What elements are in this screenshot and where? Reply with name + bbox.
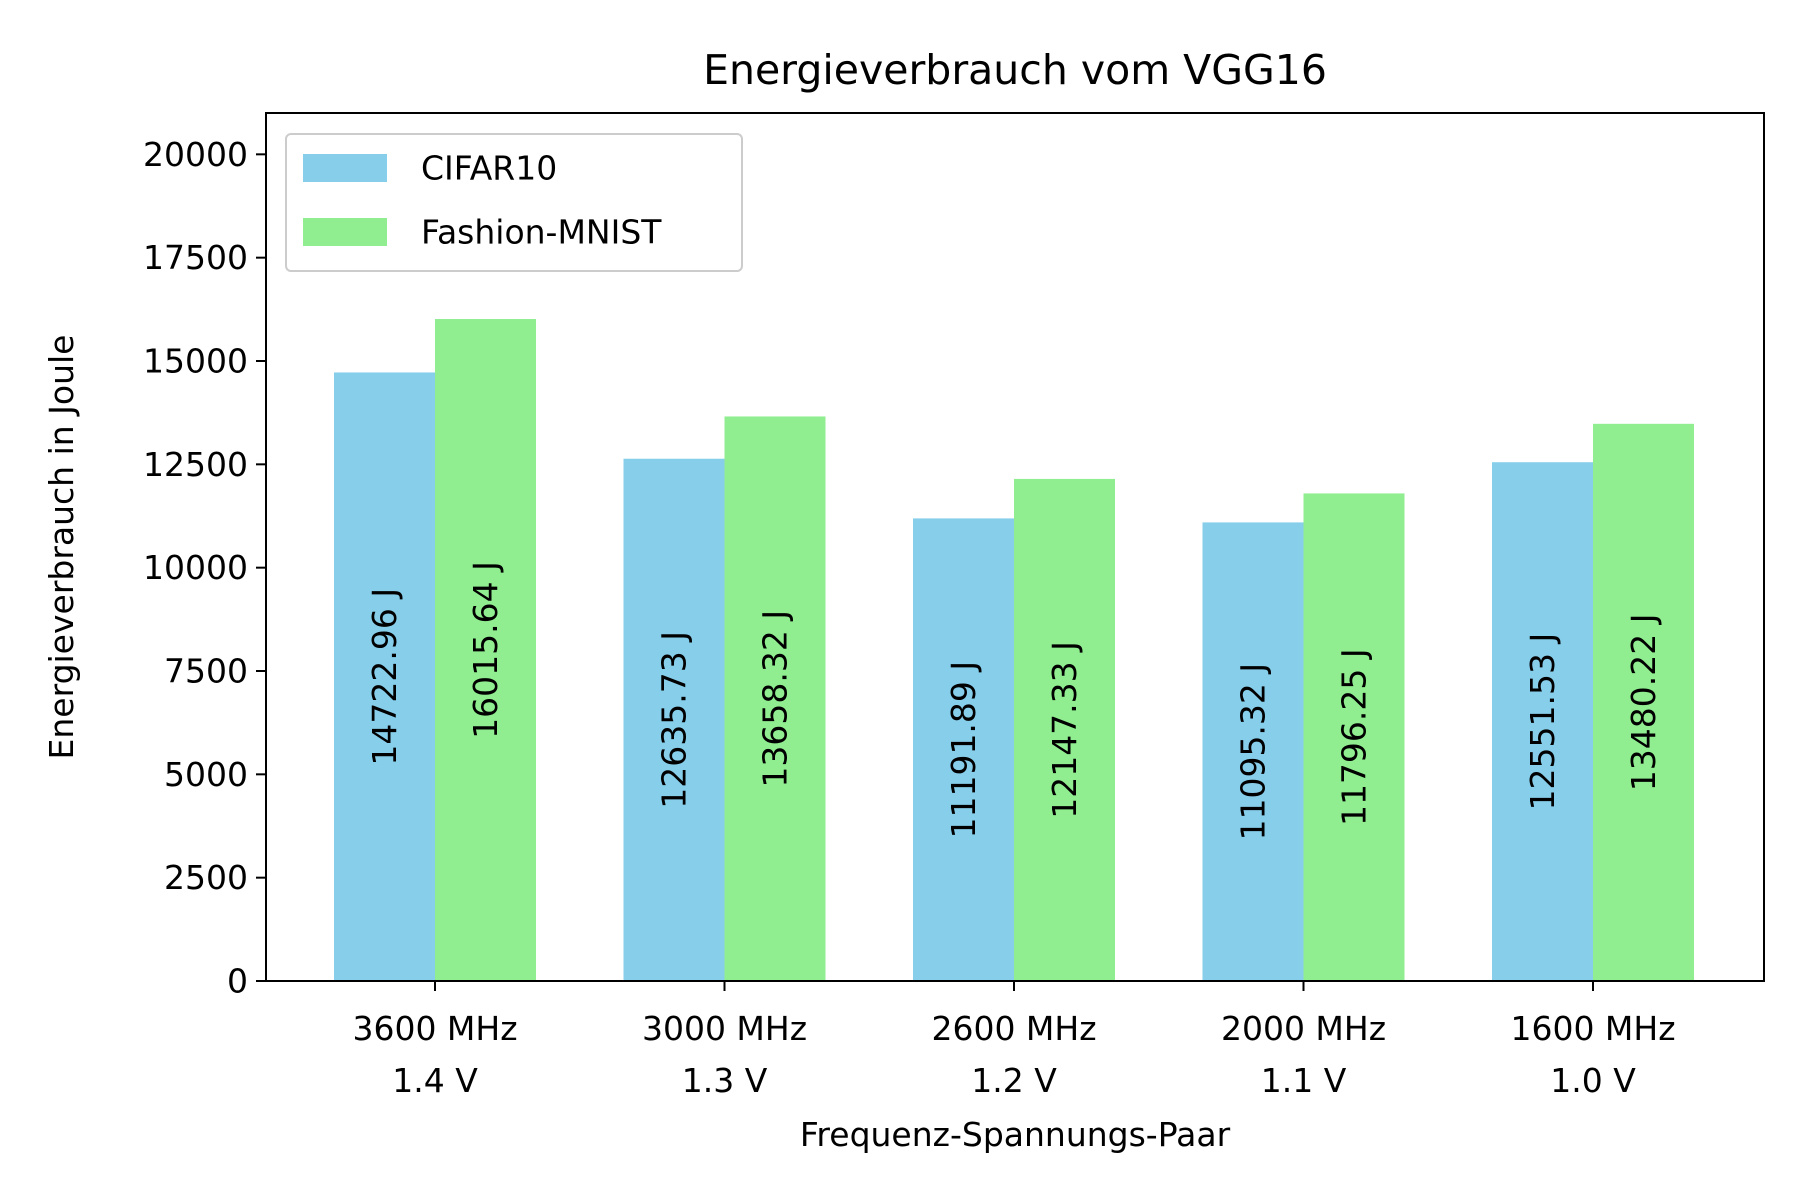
y-tick-label: 0 bbox=[227, 962, 248, 1001]
bar-fashion-mnist-1 bbox=[724, 416, 826, 981]
x-axis-label: Frequenz-Spannungs-Paar bbox=[800, 1115, 1231, 1154]
y-tick-label: 2500 bbox=[164, 858, 248, 897]
legend: CIFAR10 Fashion-MNIST bbox=[285, 133, 743, 272]
y-axis: 0 2500 5000 7500 10000 12500 15000 17500 20000 bbox=[143, 135, 266, 1001]
data-label: 11796.25 J bbox=[1335, 648, 1374, 826]
data-label: 13480.22 J bbox=[1624, 614, 1663, 792]
x-tick-label: 1.0 V bbox=[1550, 1061, 1636, 1100]
data-labels-layer: 14722.96 J 16015.64 J 12635.73 J 13658.32 J… bbox=[365, 561, 1663, 840]
x-tick-label: 1.4 V bbox=[392, 1061, 478, 1100]
bar-fashion-mnist-0 bbox=[435, 319, 536, 981]
x-axis: 3600 MHz 1.4 V 3000 MHz 1.3 V 2600 MHz 1.2 V 2… bbox=[352, 981, 1676, 1100]
data-label: 12635.73 J bbox=[655, 631, 694, 809]
data-label: 11191.89 J bbox=[944, 661, 983, 839]
legend-box bbox=[285, 133, 743, 272]
x-tick-label: 1.2 V bbox=[971, 1061, 1057, 1100]
y-tick-label: 20000 bbox=[143, 135, 248, 174]
x-tick-label: 1.1 V bbox=[1261, 1061, 1347, 1100]
data-label: 14722.96 J bbox=[365, 588, 404, 766]
y-axis-label: Energieverbrauch in Joule bbox=[42, 335, 81, 760]
data-label: 12147.33 J bbox=[1045, 641, 1084, 819]
y-tick-label: 7500 bbox=[164, 652, 248, 691]
data-label: 11095.32 J bbox=[1234, 663, 1273, 841]
y-tick-label: 5000 bbox=[164, 755, 248, 794]
y-tick-label: 10000 bbox=[143, 548, 248, 587]
legend-entry: CIFAR10 bbox=[421, 149, 557, 188]
bar-fashion-mnist-3 bbox=[1303, 493, 1405, 981]
x-tick-label: 2600 MHz bbox=[931, 1009, 1096, 1048]
bar-fashion-mnist-2 bbox=[1014, 478, 1115, 981]
data-label: 16015.64 J bbox=[466, 561, 505, 739]
bar-fashion-mnist-4 bbox=[1593, 423, 1694, 981]
data-label: 13658.32 J bbox=[756, 610, 795, 788]
x-tick-label: 3600 MHz bbox=[352, 1009, 517, 1048]
x-tick-label: 2000 MHz bbox=[1221, 1009, 1386, 1048]
chart-title: Energieverbrauch vom VGG16 bbox=[703, 46, 1327, 94]
data-label: 12551.53 J bbox=[1523, 633, 1562, 811]
x-tick-label: 1.3 V bbox=[682, 1061, 768, 1100]
y-tick-label: 17500 bbox=[143, 238, 248, 277]
x-tick-label: 1600 MHz bbox=[1510, 1009, 1675, 1048]
bar-cifar10-3 bbox=[1202, 522, 1304, 981]
legend-swatch bbox=[303, 218, 387, 246]
bar-cifar10-4 bbox=[1492, 462, 1593, 981]
bar-cifar10-1 bbox=[623, 458, 725, 982]
x-tick-label: 3000 MHz bbox=[642, 1009, 807, 1048]
bars-layer bbox=[334, 319, 1694, 982]
y-tick-label: 15000 bbox=[143, 342, 248, 381]
bar-cifar10-0 bbox=[334, 372, 435, 981]
legend-swatch bbox=[303, 154, 387, 182]
y-tick-label: 12500 bbox=[143, 445, 248, 484]
bar-cifar10-2 bbox=[913, 518, 1014, 981]
legend-entry: Fashion-MNIST bbox=[421, 213, 662, 252]
